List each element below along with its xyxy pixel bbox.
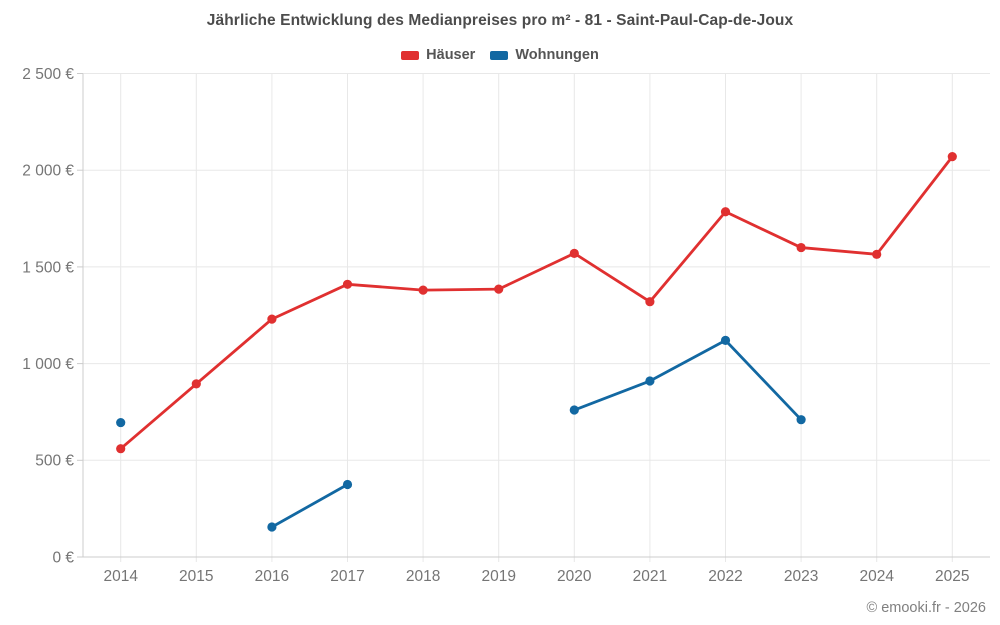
- data-point-hauser-2025[interactable]: [947, 152, 957, 162]
- x-axis-label: 2019: [481, 568, 515, 585]
- legend-label-hauser: Häuser: [426, 47, 476, 63]
- data-point-hauser-2024[interactable]: [872, 249, 882, 259]
- data-point-hauser-2020[interactable]: [569, 248, 579, 258]
- data-point-hauser-2015[interactable]: [191, 379, 201, 389]
- x-axis-label: 2016: [255, 568, 289, 585]
- x-axis-label: 2014: [103, 568, 138, 585]
- x-axis-label: 2017: [330, 568, 364, 585]
- chart-title: Jährliche Entwicklung des Medianpreises …: [206, 12, 794, 29]
- copyright-credit: © emooki.fr - 2026: [866, 600, 986, 616]
- legend-item-hauser[interactable]: Häuser: [401, 47, 475, 63]
- data-point-wohnungen-2020[interactable]: [569, 405, 579, 415]
- x-axis-label: 2015: [179, 568, 213, 585]
- data-point-hauser-2014[interactable]: [116, 444, 126, 454]
- x-axis-label: 2022: [708, 568, 742, 585]
- x-axis-label: 2024: [859, 568, 894, 585]
- data-point-wohnungen-2017[interactable]: [342, 479, 353, 490]
- data-point-hauser-2018[interactable]: [418, 285, 428, 295]
- x-axis-label: 2023: [784, 568, 818, 585]
- data-point-hauser-2021[interactable]: [645, 297, 655, 307]
- y-axis-label: 1 500 €: [22, 259, 74, 276]
- legend-swatch-wohnungen-icon: [490, 50, 509, 60]
- data-point-wohnungen-2016[interactable]: [267, 522, 277, 532]
- data-point-wohnungen-2014[interactable]: [116, 417, 126, 428]
- data-point-hauser-2016[interactable]: [267, 314, 277, 324]
- legend-item-wohnungen[interactable]: Wohnungen: [490, 47, 599, 63]
- series-line-hauser: [119, 155, 954, 451]
- data-point-wohnungen-2023[interactable]: [796, 415, 806, 425]
- data-point-hauser-2017[interactable]: [342, 279, 353, 289]
- y-axis-label: 1 000 €: [22, 356, 74, 373]
- y-axis-label: 0 €: [52, 549, 74, 566]
- legend-label-wohnungen: Wohnungen: [515, 47, 599, 63]
- y-axis-label: 2 500 €: [22, 66, 74, 83]
- series-line-wohnungen: [270, 483, 349, 529]
- y-axis-label: 2 000 €: [22, 163, 74, 180]
- x-axis-label: 2021: [633, 568, 667, 585]
- data-point-hauser-2019[interactable]: [494, 284, 504, 294]
- data-point-hauser-2023[interactable]: [796, 242, 806, 253]
- legend: Häuser Wohnungen: [0, 47, 1000, 63]
- x-axis-label: 2025: [935, 568, 969, 585]
- data-point-wohnungen-2022[interactable]: [720, 335, 731, 345]
- x-axis-label: 2020: [557, 568, 592, 585]
- x-axis-label: 2018: [406, 568, 440, 585]
- legend-swatch-hauser-icon: [401, 50, 420, 60]
- series-line-wohnungen: [572, 338, 803, 422]
- y-axis-label: 500 €: [35, 453, 74, 470]
- data-point-wohnungen-2021[interactable]: [645, 376, 655, 386]
- data-point-hauser-2022[interactable]: [720, 207, 731, 217]
